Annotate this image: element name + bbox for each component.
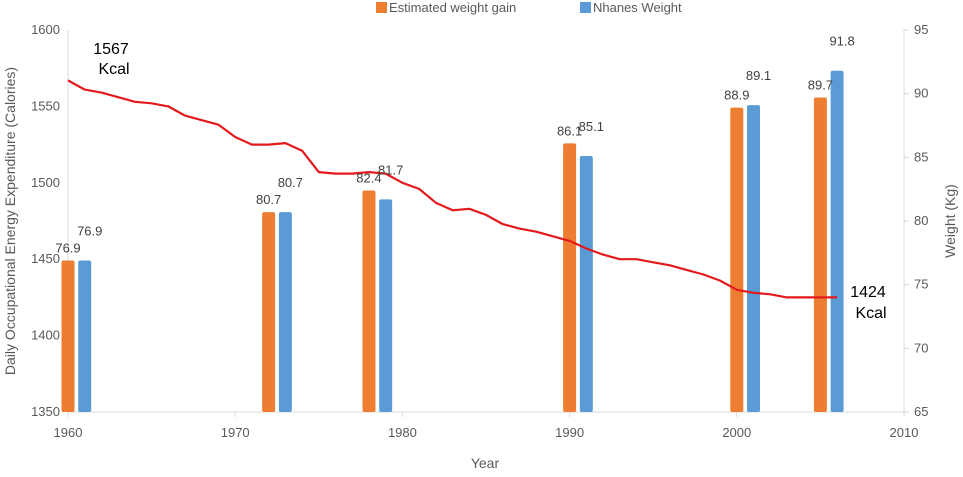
estimated-weight-gain-data-label: 89.7: [808, 77, 833, 92]
estimated-weight-gain-data-label: 76.9: [55, 240, 80, 255]
right-y-tick-label: 80: [914, 213, 928, 228]
right-y-tick-label: 85: [914, 149, 928, 164]
left-y-tick-label: 1600: [31, 22, 60, 37]
right-y-tick-label: 90: [914, 86, 928, 101]
estimated-weight-gain-data-label: 82.4: [356, 170, 381, 185]
estimated-weight-gain-bar: [61, 260, 75, 412]
left-y-tick-label: 1500: [31, 175, 60, 190]
left-y-tick-label: 1450: [31, 251, 60, 266]
legend-label-estimated-weight-gain: Estimated weight gain: [389, 0, 516, 15]
left-y-tick-label: 1400: [31, 328, 60, 343]
legend-swatch-estimated-weight-gain: [376, 2, 387, 13]
energy-line: [67, 79, 838, 299]
x-tick-label: 2000: [722, 425, 751, 440]
nhanes-weight-bar: [579, 156, 593, 412]
estimated-weight-gain-bar: [362, 190, 376, 412]
left-y-tick-label: 1350: [31, 404, 60, 419]
nhanes-weight-data-label: 85.1: [579, 119, 604, 134]
legend: Estimated weight gain Nhanes Weight: [376, 0, 682, 15]
annotation-start-value: 1567: [93, 41, 129, 58]
nhanes-weight-bar: [379, 199, 393, 412]
legend-label-nhanes-weight: Nhanes Weight: [593, 0, 682, 15]
estimated-weight-gain-data-label: 80.7: [256, 192, 281, 207]
nhanes-weight-data-label: 81.7: [378, 162, 403, 177]
left-y-tick-label: 1550: [31, 98, 60, 113]
right-y-axis-title: Weight (Kg): [942, 184, 958, 258]
right-y-tick-label: 75: [914, 277, 928, 292]
left-y-axis-title: Daily Occupational Energy Expenditure (C…: [2, 67, 18, 375]
bars: [61, 70, 844, 413]
x-tick-label: 1990: [555, 425, 584, 440]
nhanes-weight-bar: [830, 70, 844, 412]
nhanes-weight-data-label: 91.8: [829, 34, 854, 49]
nhanes-weight-bar: [747, 105, 761, 413]
estimated-weight-gain-bar: [813, 97, 827, 412]
data-labels: 76.9 80.7 82.4 86.1 88.9 89.7 76.9 80.7 81.7 85.1…: [55, 34, 854, 256]
estimated-weight-gain-data-label: 88.9: [724, 88, 749, 103]
estimated-weight-gain-bar: [730, 107, 744, 412]
annotation-end-value: 1424: [850, 284, 886, 301]
x-axis-title: Year: [471, 455, 500, 471]
annotation-end: 1424 Kcal: [850, 284, 886, 322]
estimated-weight-gain-data-label: 86.1: [557, 123, 582, 138]
energy-expenditure-line: [67, 79, 838, 299]
x-tick-label: 1980: [388, 425, 417, 440]
annotation-start-unit: Kcal: [98, 61, 129, 78]
right-y-tick-label: 70: [914, 340, 928, 355]
annotation-start: 1567 Kcal: [93, 41, 129, 78]
nhanes-weight-data-label: 89.1: [746, 68, 771, 83]
x-tick-label: 1960: [54, 425, 83, 440]
nhanes-weight-data-label: 80.7: [278, 175, 303, 190]
nhanes-weight-bar: [78, 260, 92, 412]
estimated-weight-gain-bar: [262, 212, 276, 412]
nhanes-weight-data-label: 76.9: [77, 223, 102, 238]
right-y-tick-label: 95: [914, 22, 928, 37]
legend-swatch-nhanes-weight: [580, 2, 591, 13]
estimated-weight-gain-bar: [563, 143, 577, 412]
right-y-tick-label: 65: [914, 404, 928, 419]
axes: 1350 1400 1450 1500 1550 1600 65 70 75 80 85 90 95 19…: [31, 22, 928, 440]
x-tick-label: 1970: [221, 425, 250, 440]
nhanes-weight-bar: [278, 212, 292, 412]
x-tick-label: 2010: [890, 425, 919, 440]
annotation-end-unit: Kcal: [855, 305, 886, 322]
